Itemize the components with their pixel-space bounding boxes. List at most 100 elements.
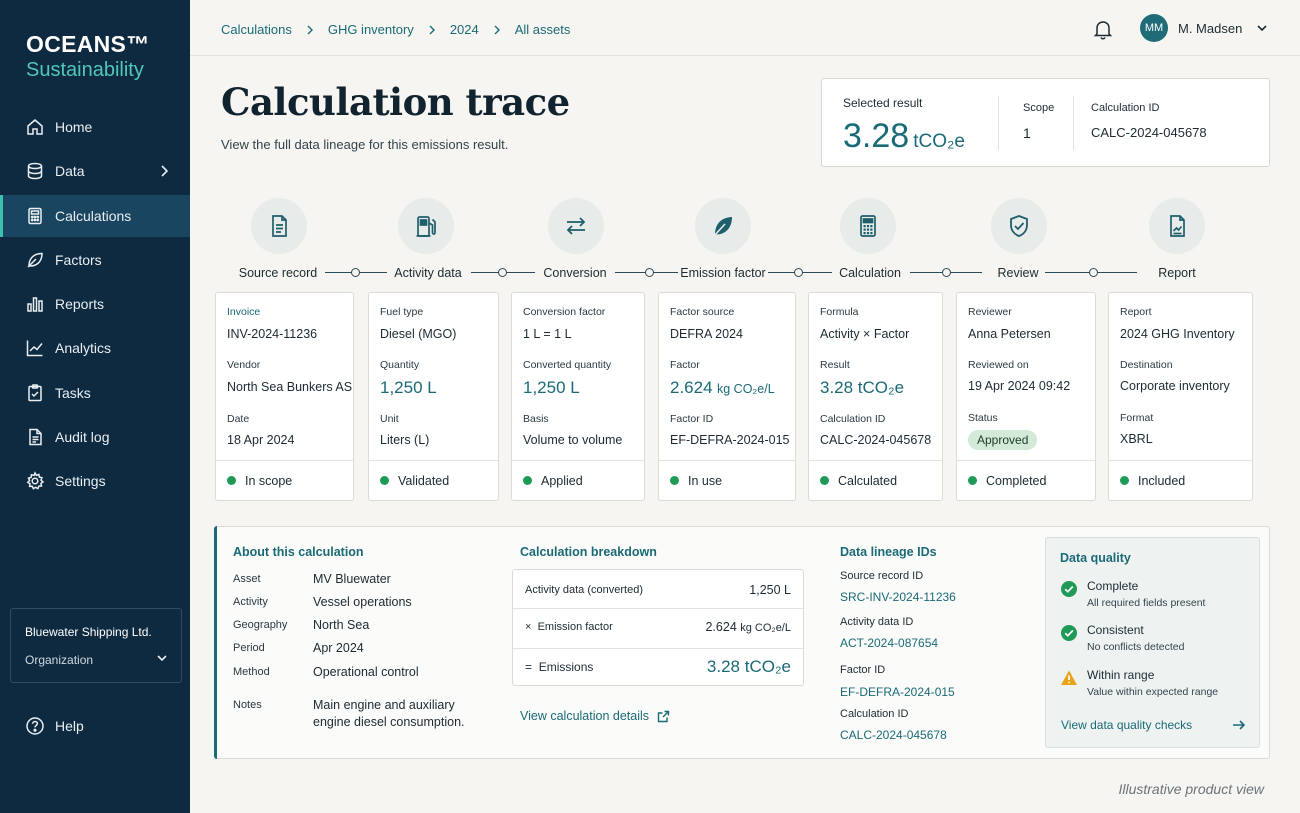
field-value: Diesel (MGO) [380,327,457,341]
emission-factor-card[interactable]: Factor source DEFRA 2024 Factor 2.624 kg… [658,292,796,501]
calculation-card[interactable]: Formula Activity × Factor Result 3.28 tC… [808,292,943,501]
sidebar-item-analytics[interactable]: Analytics [0,327,190,369]
check-circle-icon [1061,625,1077,641]
user-menu[interactable]: MM M. Madsen [1140,14,1268,42]
sidebar-item-label: Audit log [55,429,110,446]
selected-result-card: Selected result 3.28 tCO₂e Scope 1 Calcul… [821,78,1270,167]
file-icon [272,215,287,237]
breadcrumb: Calculations GHG inventory 2024 All asse… [221,22,570,37]
step-emission-factor[interactable] [695,198,751,254]
sidebar-item-reports[interactable]: Reports [0,283,190,325]
field-value: 1,250 L [380,378,437,397]
calculation-id-label: Calculation ID [1091,102,1160,114]
field-label: Reviewer [968,306,1012,318]
field-label: Report [1120,306,1152,318]
sidebar-item-data[interactable]: Data [0,150,190,192]
lineage-label: Calculation ID [840,708,909,720]
source-record-card[interactable]: Invoice INV-2024-11236 Vendor North Sea … [215,292,354,501]
breadcrumb-item[interactable]: GHG inventory [327,22,414,37]
field-value: 2024 GHG Inventory [1120,327,1235,341]
brand-logo[interactable]: OCEANS™ Sustainability [26,32,150,83]
line-chart-icon [25,338,45,358]
sidebar-item-tasks[interactable]: Tasks [0,372,190,414]
chevron-right-icon [161,165,169,177]
step-conversion[interactable] [548,198,604,254]
about-value: Main engine and auxiliary engine diesel … [313,698,465,729]
status-row: Applied [512,460,644,500]
conversion-card[interactable]: Conversion factor 1 L = 1 L Converted qu… [511,292,645,501]
step-source-record[interactable] [251,198,307,254]
lineage-id-link[interactable]: CALC-2024-045678 [840,728,947,742]
page-title: Calculation trace [221,80,570,124]
field-value: EF-DEFRA-2024-015 [670,433,790,447]
sidebar-item-audit-log[interactable]: Audit log [0,416,190,458]
sidebar-item-calculations[interactable]: Calculations [0,194,190,237]
view-calculation-details-link[interactable]: View calculation details [520,709,670,723]
field-value: 3.28 tCO₂e [820,378,905,397]
breadcrumb-item[interactable]: All assets [514,22,571,37]
breadcrumb-item[interactable]: Calculations [221,22,292,37]
chevron-right-icon [429,25,435,34]
lineage-id-link[interactable]: ACT-2024-087654 [840,636,939,650]
activity-data-card[interactable]: Fuel type Diesel (MGO) Quantity 1,250 L … [368,292,499,501]
external-link-icon [657,710,670,722]
swap-arrows-icon [566,217,586,235]
lineage-title: Data lineage IDs [840,545,937,559]
view-data-quality-checks-link[interactable]: View data quality checks [1061,718,1246,732]
home-icon [25,117,45,137]
factor-unit: kg CO₂e/L [717,382,775,396]
about-row: Period Apr 2024 [233,640,364,657]
review-card[interactable]: Reviewer Anna Petersen Reviewed on 19 Ap… [956,292,1096,501]
field-value: North Sea Bunkers AS [227,380,353,394]
breakdown-label: Activity data (converted) [525,584,643,596]
scope-value: 1 [1023,125,1031,141]
sidebar-nav: Home Data Calculations Factors Reports A… [0,106,190,505]
step-node [498,268,507,277]
divider [998,96,999,150]
step-calculation[interactable] [840,198,896,254]
sidebar-item-settings[interactable]: Settings [0,460,190,502]
about-key: Notes [233,699,262,711]
field-label: Vendor [227,359,261,371]
breadcrumb-item[interactable]: 2024 [449,22,479,37]
step-review[interactable] [991,198,1047,254]
document-icon [25,427,45,447]
divider [513,608,803,609]
step-activity-data[interactable] [398,198,454,254]
about-key: Geography [233,619,288,631]
database-icon [25,161,45,181]
brand-name: OCEANS™ [26,31,150,57]
notification-bell-icon[interactable] [1092,18,1114,40]
chevron-down-icon [1257,25,1267,32]
field-label: Invoice [227,306,261,318]
field-label: Unit [380,413,399,425]
about-value: North Sea [313,618,370,632]
field-label: Formula [820,306,859,318]
lineage-id-link[interactable]: EF-DEFRA-2024-015 [840,685,955,699]
leaf-icon [713,217,732,237]
fuel-pump-icon [416,216,436,237]
result-value: 3.28 tCO₂e [843,117,965,156]
field-label: Format [1120,412,1154,424]
about-value: MV Bluewater [313,572,391,586]
breakdown-row: × Emission factor 2.624 kg CO₂e/L [513,617,803,637]
about-key: Method [233,666,270,678]
sidebar-item-factors[interactable]: Factors [0,239,190,281]
report-card[interactable]: Report 2024 GHG Inventory Destination Co… [1108,292,1253,501]
organization-switcher[interactable]: Bluewater Shipping Ltd. Organization [10,608,182,683]
link-label: View calculation details [520,709,650,723]
about-key: Period [233,642,265,654]
lineage-id-link[interactable]: SRC-INV-2024-11236 [840,590,956,604]
help-link[interactable]: Help [25,716,84,736]
step-report[interactable] [1149,198,1205,254]
status-text: Validated [398,473,450,488]
quality-check: Consistent No conflicts detected [1060,623,1184,653]
sidebar-item-label: Settings [55,473,106,490]
status-row: Calculated [809,460,942,500]
step-node [351,268,360,277]
sidebar-item-label: Reports [55,296,105,313]
sidebar-item-home[interactable]: Home [0,106,190,148]
scope-label: Scope [1023,102,1055,114]
result-label: Selected result [843,96,923,110]
avatar: MM [1140,14,1168,42]
